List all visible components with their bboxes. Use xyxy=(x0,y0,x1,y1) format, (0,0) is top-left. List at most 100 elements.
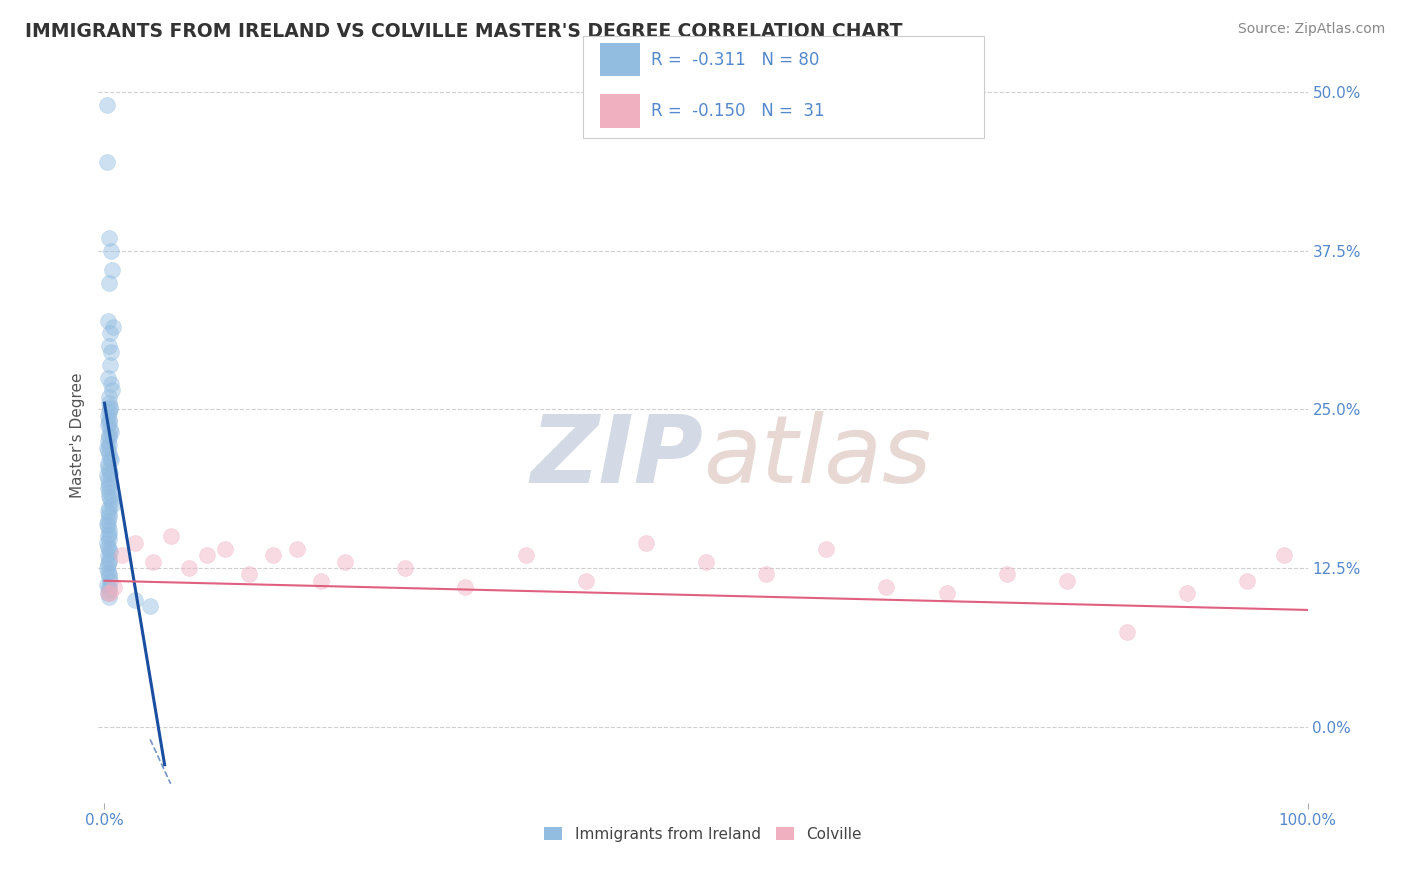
Point xyxy=(97,565,120,579)
Point xyxy=(97,434,120,449)
Point xyxy=(238,567,260,582)
Point xyxy=(98,570,121,584)
Point xyxy=(394,561,416,575)
Point xyxy=(103,580,125,594)
Point xyxy=(100,425,122,440)
Point xyxy=(875,580,897,594)
Point xyxy=(96,535,118,549)
Point xyxy=(575,574,598,588)
Text: Source: ZipAtlas.com: Source: ZipAtlas.com xyxy=(1237,22,1385,37)
Point xyxy=(96,155,118,169)
Point xyxy=(98,396,121,410)
Point xyxy=(97,580,120,594)
Point xyxy=(195,549,218,563)
Point xyxy=(1236,574,1258,588)
Point xyxy=(98,555,121,569)
Point xyxy=(97,481,120,495)
Text: atlas: atlas xyxy=(703,411,931,502)
Point xyxy=(97,313,120,327)
Point xyxy=(98,430,121,444)
Point xyxy=(98,574,121,588)
Point xyxy=(97,586,120,600)
Point xyxy=(1056,574,1078,588)
Point xyxy=(98,463,121,477)
Point xyxy=(97,586,120,600)
Point xyxy=(98,542,121,557)
Point xyxy=(262,549,284,563)
Text: R =  -0.311   N = 80: R = -0.311 N = 80 xyxy=(651,51,820,69)
Point xyxy=(101,384,124,398)
Point xyxy=(935,586,957,600)
Point xyxy=(97,501,120,516)
Point xyxy=(333,555,356,569)
Point xyxy=(97,417,120,432)
Point xyxy=(139,599,162,614)
Point xyxy=(98,476,121,491)
Point xyxy=(98,567,121,582)
Point xyxy=(96,441,118,455)
Point xyxy=(98,358,121,372)
Point xyxy=(98,582,121,597)
Point xyxy=(98,491,121,506)
Point xyxy=(97,507,120,521)
Point xyxy=(98,428,121,442)
Point xyxy=(309,574,332,588)
Point xyxy=(97,485,120,500)
Point xyxy=(96,516,118,531)
Point xyxy=(995,567,1018,582)
Point xyxy=(97,472,120,486)
Point xyxy=(96,577,118,591)
Point xyxy=(634,535,657,549)
Point xyxy=(100,453,122,467)
Point xyxy=(98,489,121,503)
Point xyxy=(98,231,121,245)
Point xyxy=(695,555,717,569)
Point xyxy=(142,555,165,569)
Point xyxy=(101,498,124,512)
Point xyxy=(97,519,120,533)
Text: ZIP: ZIP xyxy=(530,411,703,503)
Point xyxy=(97,532,120,546)
Point xyxy=(755,567,778,582)
Text: R =  -0.150   N =  31: R = -0.150 N = 31 xyxy=(651,103,824,120)
Point xyxy=(1116,624,1139,639)
Point xyxy=(159,529,181,543)
Point xyxy=(100,244,122,258)
Point xyxy=(96,561,118,575)
Point xyxy=(97,438,120,452)
Point xyxy=(214,542,236,557)
Point xyxy=(98,421,121,435)
Point xyxy=(515,549,537,563)
Point xyxy=(98,510,121,524)
Point xyxy=(98,447,121,461)
Point xyxy=(285,542,308,557)
Point xyxy=(97,370,120,384)
Point xyxy=(124,535,146,549)
Point xyxy=(124,592,146,607)
Point xyxy=(96,468,118,483)
Point xyxy=(98,466,121,480)
Point xyxy=(98,478,121,492)
Point xyxy=(98,415,121,429)
Point xyxy=(815,542,838,557)
Point xyxy=(97,529,120,543)
Point xyxy=(98,405,121,419)
Point xyxy=(101,320,124,334)
Point xyxy=(97,412,120,426)
Point xyxy=(97,504,120,518)
Point xyxy=(98,390,121,404)
Point xyxy=(100,345,122,359)
Point xyxy=(111,549,134,563)
Text: IMMIGRANTS FROM IRELAND VS COLVILLE MASTER'S DEGREE CORRELATION CHART: IMMIGRANTS FROM IRELAND VS COLVILLE MAST… xyxy=(25,22,903,41)
Legend: Immigrants from Ireland, Colville: Immigrants from Ireland, Colville xyxy=(538,821,868,848)
Point xyxy=(97,409,120,423)
Point xyxy=(97,456,120,470)
Point xyxy=(101,263,124,277)
Point xyxy=(98,526,121,541)
Y-axis label: Master's Degree: Master's Degree xyxy=(70,372,86,498)
Point xyxy=(97,549,120,563)
Point xyxy=(1272,549,1295,563)
Point xyxy=(97,443,120,458)
Point xyxy=(98,326,121,341)
Point xyxy=(97,276,120,290)
